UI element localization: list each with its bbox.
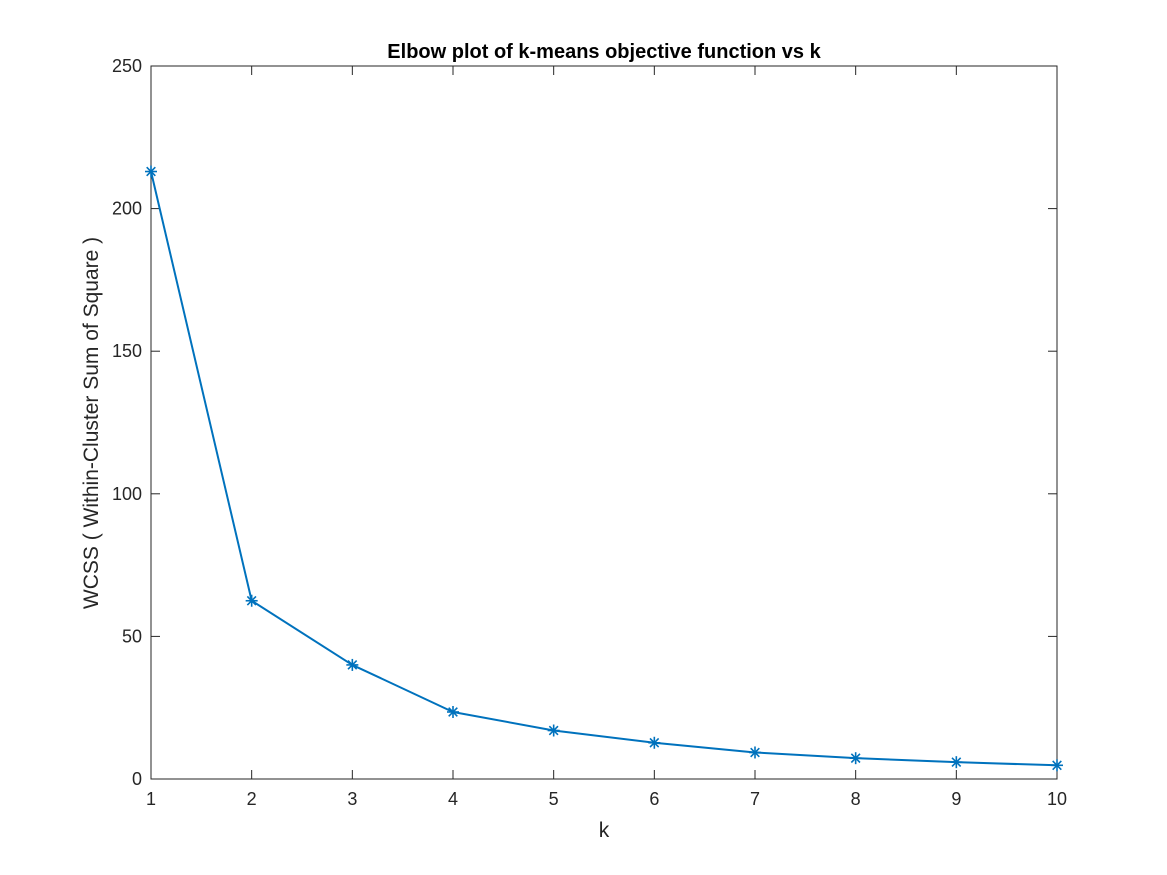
marker-stroke [951, 757, 962, 768]
marker-stroke [146, 166, 156, 177]
series-line [150, 171, 1058, 767]
data-point-marker [547, 724, 560, 737]
y-tick-label: 200 [112, 199, 142, 219]
marker-stroke [448, 707, 458, 717]
marker-stroke [750, 747, 760, 758]
plot-area-frame [150, 65, 1058, 780]
data-point-marker [346, 658, 359, 671]
data-point-marker [849, 752, 862, 765]
series-layer [145, 165, 1063, 772]
marker-stroke [1052, 760, 1062, 771]
data-point-marker [950, 756, 963, 769]
marker-stroke [548, 725, 559, 736]
data-point-marker [749, 746, 761, 759]
marker-stroke [649, 737, 660, 748]
x-tick-label: 5 [549, 789, 559, 809]
marker-stroke [246, 595, 257, 606]
data-point-marker [1051, 759, 1063, 772]
axes-box [150, 65, 1058, 780]
x-tick-label: 4 [448, 789, 458, 809]
y-tick-label: 250 [112, 56, 142, 76]
x-tick-label: 1 [146, 789, 156, 809]
y-axis-label: WCSS ( Within-Cluster Sum of Square ) [80, 237, 103, 609]
data-point-marker [245, 594, 258, 607]
x-tick-label: 2 [247, 789, 257, 809]
y-tick-label: 50 [122, 626, 142, 646]
marker-stroke [850, 753, 861, 764]
x-tick-label: 6 [649, 789, 659, 809]
x-tick-label: 9 [951, 789, 961, 809]
x-tick-label: 10 [1047, 789, 1067, 809]
data-point-marker [145, 165, 157, 178]
x-tick-label: 7 [750, 789, 760, 809]
chart-title: Elbow plot of k-means objective function… [387, 41, 821, 63]
y-tick-label: 100 [112, 484, 142, 504]
y-tick-label: 0 [132, 769, 142, 789]
y-tick-label: 150 [112, 341, 142, 361]
x-axis-label: k [599, 819, 610, 842]
data-point-marker [648, 736, 661, 749]
x-tick-label: 3 [347, 789, 357, 809]
x-tick-label: 8 [851, 789, 861, 809]
marker-stroke [347, 660, 358, 670]
data-point-marker [447, 705, 459, 718]
